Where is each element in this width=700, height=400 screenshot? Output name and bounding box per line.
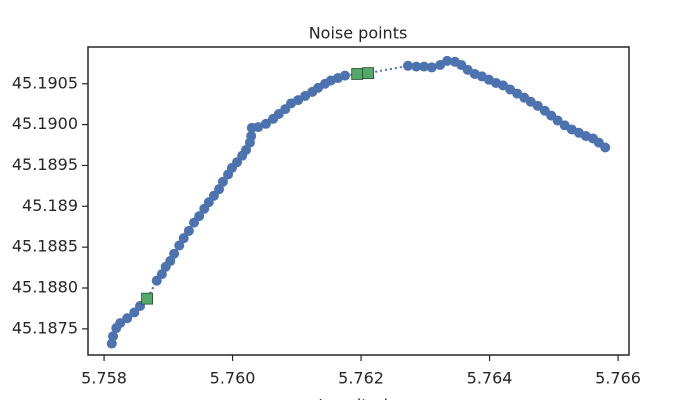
point <box>600 142 611 153</box>
point <box>552 115 563 126</box>
noise-point <box>141 292 154 305</box>
point <box>129 307 140 318</box>
point <box>419 61 430 72</box>
x-tick-label: 5.764 <box>467 369 513 388</box>
point <box>106 338 117 349</box>
point <box>108 331 119 342</box>
point <box>260 118 271 129</box>
point <box>426 62 437 73</box>
point <box>241 144 252 155</box>
x-tick-label: 5.758 <box>81 369 127 388</box>
point <box>217 176 228 187</box>
point <box>169 248 180 259</box>
x-tick-label: 5.760 <box>210 369 256 388</box>
point <box>115 318 126 329</box>
chart-title: Noise points <box>309 24 408 43</box>
x-tick-label: 5.762 <box>338 369 384 388</box>
y-tick-label: 45.1885 <box>12 237 78 256</box>
x-axis-label: Longitude <box>318 396 398 400</box>
point <box>122 313 133 324</box>
point <box>174 240 185 251</box>
point <box>183 225 194 236</box>
y-tick-label: 45.1905 <box>12 73 78 92</box>
point <box>246 131 257 142</box>
point <box>156 269 167 280</box>
point <box>411 61 422 72</box>
point <box>532 100 543 111</box>
y-tick-label: 45.1895 <box>12 155 78 174</box>
noise-point <box>351 68 364 80</box>
y-tick-label: 45.1880 <box>12 278 78 297</box>
point <box>253 122 264 133</box>
x-tick-label: 5.766 <box>595 369 641 388</box>
point <box>194 211 205 222</box>
y-tick-label: 45.1875 <box>12 318 78 337</box>
point <box>214 184 225 195</box>
point <box>402 60 413 71</box>
point <box>340 70 351 81</box>
y-tick-label: 45.1900 <box>12 114 78 133</box>
plot-frame <box>87 46 630 356</box>
noise-point <box>362 67 375 80</box>
point <box>165 256 176 267</box>
point <box>442 55 453 66</box>
y-tick-label: 45.189 <box>22 196 78 215</box>
point <box>178 233 189 244</box>
